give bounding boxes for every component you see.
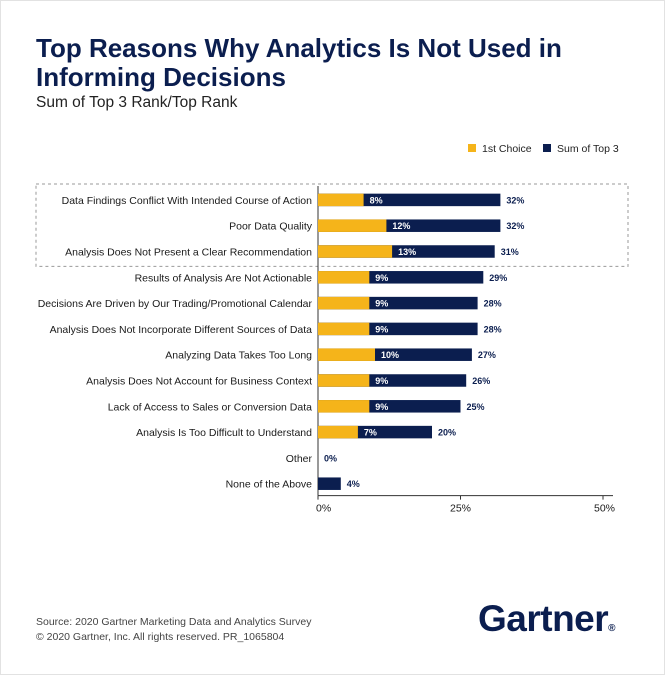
data-label-first-choice: 8% (370, 195, 383, 205)
data-label-first-choice: 13% (398, 247, 416, 257)
bar-first-choice (318, 348, 375, 361)
bar-first-choice (318, 322, 370, 336)
legend-swatch-sum-top3 (543, 144, 551, 153)
logo-registered-mark: ® (608, 623, 616, 634)
source-note: Source: 2020 Gartner Marketing Data and … (36, 616, 312, 628)
bar-first-choice (318, 425, 358, 439)
data-label-first-choice: 9% (375, 402, 388, 412)
data-label-sum-top3: 28% (484, 299, 502, 309)
category-label: Decisions Are Driven by Our Trading/Prom… (38, 298, 313, 310)
legend-label-sum-top3: Sum of Top 3 (557, 143, 619, 155)
category-label: Analysis Does Not Account for Business C… (86, 376, 312, 388)
data-label-sum-top3: 25% (467, 402, 485, 412)
x-tick-label: 0% (316, 503, 331, 515)
bar-first-choice (318, 271, 370, 284)
data-label-first-choice: 7% (364, 428, 377, 438)
data-label-first-choice: 9% (375, 273, 388, 283)
logo-text: Gartner (478, 598, 609, 639)
data-label-sum-top3: 27% (478, 350, 496, 360)
data-label-first-choice: 9% (375, 376, 388, 386)
bar-first-choice (318, 245, 393, 258)
legend-item-first-choice: 1st Choice (468, 143, 532, 155)
data-label-sum-top3: 4% (347, 479, 360, 489)
footer: Source: 2020 Gartner Marketing Data and … (36, 615, 311, 644)
highlight-box (35, 183, 629, 267)
bar-chart: Data Findings Conflict With Intended Cou… (35, 183, 629, 515)
gartner-logo: Gartner® (478, 598, 616, 640)
category-label: Poor Data Quality (229, 221, 313, 233)
data-label-sum-top3: 20% (438, 428, 456, 438)
bar-first-choice (318, 296, 370, 310)
data-label-sum-top3: 32% (506, 221, 524, 231)
chart-subtitle: Sum of Top 3 Rank/Top Rank (36, 94, 238, 111)
legend-label-first-choice: 1st Choice (482, 143, 532, 155)
data-label-first-choice: 12% (392, 221, 410, 231)
bar-first-choice (318, 193, 364, 207)
data-label-sum-top3: 26% (472, 376, 490, 386)
chart-title: Top Reasons Why Analytics Is Not Used in… (36, 33, 562, 92)
bar-sum-top3 (318, 477, 341, 490)
category-label: None of the Above (226, 479, 313, 491)
data-label-sum-top3: 0% (324, 453, 337, 463)
category-label: Analyzing Data Takes Too Long (165, 350, 312, 362)
category-label: Results of Analysis Are Not Actionable (135, 272, 313, 284)
bar-first-choice (318, 219, 387, 232)
x-tick-label: 50% (594, 503, 615, 515)
category-label: Other (286, 453, 313, 465)
legend-swatch-first-choice (468, 144, 476, 153)
data-label-sum-top3: 28% (484, 324, 502, 334)
data-label-first-choice: 10% (381, 350, 399, 360)
bar-first-choice (318, 374, 370, 387)
data-label-first-choice: 9% (375, 324, 388, 334)
copyright-note: © 2020 Gartner, Inc. All rights reserved… (36, 630, 285, 643)
category-label: Analysis Does Not Incorporate Different … (50, 324, 313, 336)
data-label-sum-top3: 32% (506, 195, 524, 205)
data-label-sum-top3: 29% (489, 273, 507, 283)
data-label-sum-top3: 31% (501, 247, 519, 257)
x-tick-label: 25% (450, 503, 471, 515)
bar-first-choice (318, 400, 370, 413)
legend-item-sum-top3: Sum of Top 3 (543, 143, 619, 155)
category-label: Analysis Does Not Present a Clear Recomm… (65, 247, 312, 259)
category-label: Analysis Is Too Difficult to Understand (136, 427, 312, 439)
data-label-first-choice: 9% (375, 299, 388, 309)
category-label: Lack of Access to Sales or Conversion Da… (108, 401, 312, 413)
category-label: Data Findings Conflict With Intended Cou… (62, 195, 313, 207)
